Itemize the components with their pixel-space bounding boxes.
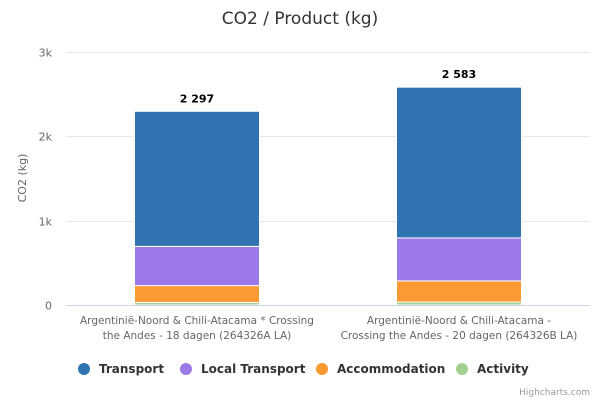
legend-label: Local Transport xyxy=(201,362,306,376)
y-tick-label: 0 xyxy=(45,300,52,313)
x-category-label: Argentinië-Noord & Chili-Atacama - xyxy=(367,315,551,327)
legend-label: Transport xyxy=(99,362,164,376)
total-label: 2 583 xyxy=(442,68,476,81)
legend-symbol-icon xyxy=(180,363,192,375)
legend-symbol-icon xyxy=(456,363,468,375)
x-category-label: Crossing the Andes - 20 dagen (264326B L… xyxy=(341,330,578,342)
credits[interactable]: Highcharts.com xyxy=(519,388,590,398)
chart-title: CO2 / Product (kg) xyxy=(222,9,378,29)
x-category-label: the Andes - 18 dagen (264326A LA) xyxy=(103,330,291,342)
bar-segment-accommodation[interactable] xyxy=(134,285,260,303)
bar-segment-transport[interactable] xyxy=(396,86,522,239)
y-axis-label: CO2 (kg) xyxy=(16,154,29,203)
y-tick-label: 3k xyxy=(39,47,53,60)
legend-item-accommodation[interactable]: Accommodation xyxy=(316,362,445,376)
legend-item-local-transport[interactable]: Local Transport xyxy=(180,362,306,376)
bar-segment-local-transport[interactable] xyxy=(396,237,522,282)
x-axis-categories: Argentinië-Noord & Chili-Atacama * Cross… xyxy=(80,315,577,342)
bars xyxy=(134,86,522,306)
legend-symbol-icon xyxy=(316,363,328,375)
bar-segment-accommodation[interactable] xyxy=(396,280,522,303)
legend-symbol-icon xyxy=(78,363,90,375)
legend: Transport Local Transport Accommodation Act… xyxy=(78,362,529,376)
legend-label: Activity xyxy=(477,362,529,376)
bar-segment-local-transport[interactable] xyxy=(134,245,260,287)
bar-segment-transport[interactable] xyxy=(134,110,260,247)
y-tick-label: 1k xyxy=(39,216,53,229)
total-label: 2 297 xyxy=(180,92,214,105)
y-tick-label: 2k xyxy=(39,131,53,144)
data-labels: 2 297 2 583 xyxy=(180,68,476,105)
x-category-label: Argentinië-Noord & Chili-Atacama * Cross… xyxy=(80,315,314,327)
legend-item-activity[interactable]: Activity xyxy=(456,362,529,376)
legend-label: Accommodation xyxy=(337,362,445,376)
y-axis-ticks: 0 1k 2k 3k xyxy=(39,47,53,313)
legend-item-transport[interactable]: Transport xyxy=(78,362,164,376)
